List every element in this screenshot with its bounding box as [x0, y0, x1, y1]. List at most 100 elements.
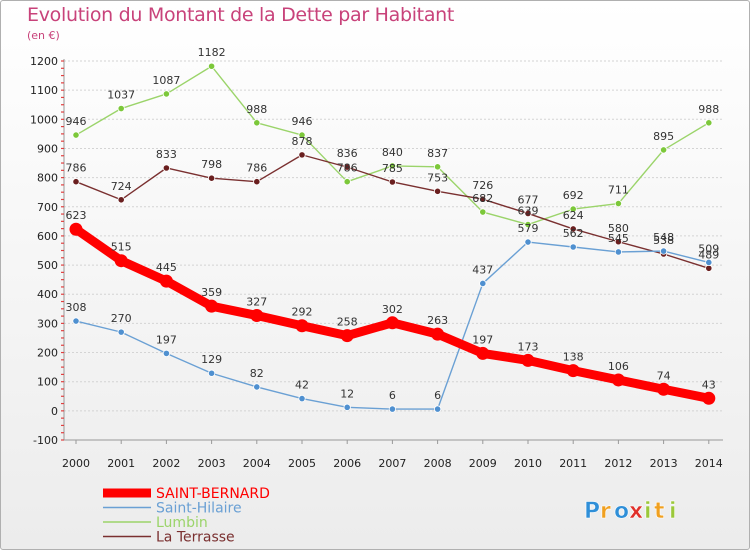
- data-point: [614, 248, 623, 256]
- legend-label: La Terrasse: [156, 530, 235, 546]
- data-point: [476, 346, 490, 360]
- data-point: [340, 329, 354, 343]
- data-point: [433, 163, 442, 171]
- data-label: 74: [657, 369, 671, 382]
- data-point: [253, 119, 261, 127]
- y-tick-label: 700: [37, 201, 58, 214]
- data-label: 359: [201, 286, 222, 299]
- y-tick-label: 300: [37, 317, 58, 330]
- data-point: [208, 62, 216, 70]
- data-label: 173: [518, 340, 539, 353]
- y-tick-label: 1100: [30, 84, 58, 97]
- data-label: 726: [472, 179, 493, 192]
- data-label: 12: [340, 387, 354, 400]
- data-point: [295, 319, 309, 333]
- x-tick-label: 2010: [514, 457, 542, 470]
- data-label: 43: [702, 378, 716, 391]
- data-point: [569, 225, 577, 233]
- logo-letter: i: [669, 499, 677, 524]
- data-point: [253, 383, 261, 391]
- x-tick-label: 2014: [695, 457, 723, 470]
- y-tick-label: 500: [37, 259, 58, 272]
- data-label: 197: [156, 333, 177, 346]
- x-tick-label: 2007: [378, 457, 406, 470]
- data-point: [298, 131, 306, 139]
- data-point: [298, 395, 306, 403]
- data-label: 1087: [152, 74, 180, 87]
- data-point: [388, 405, 396, 413]
- y-tick-label: 100: [37, 376, 58, 389]
- data-label: 833: [156, 148, 177, 161]
- data-label: 509: [698, 242, 719, 255]
- legend-label: Saint-Hilaire: [156, 501, 242, 517]
- x-tick-label: 2005: [288, 457, 316, 470]
- data-label: 445: [156, 261, 177, 274]
- data-label: 489: [698, 248, 719, 261]
- data-label: 538: [653, 234, 674, 247]
- data-point: [250, 309, 264, 323]
- data-label: 836: [337, 147, 358, 160]
- data-label: 724: [111, 180, 132, 193]
- data-point: [69, 222, 83, 236]
- y-tick-label: 400: [37, 288, 58, 301]
- data-label: 639: [518, 205, 539, 218]
- data-point: [524, 238, 532, 246]
- data-label: 837: [427, 147, 448, 160]
- data-point: [431, 327, 445, 341]
- data-point: [659, 247, 668, 255]
- data-label: 786: [337, 162, 358, 175]
- logo-letter: i: [644, 499, 652, 524]
- data-label: 946: [66, 115, 87, 128]
- data-point: [614, 238, 623, 246]
- data-point: [657, 382, 671, 396]
- logo-letter: r: [600, 499, 611, 524]
- unit-label: (en €): [27, 29, 60, 42]
- data-point: [569, 205, 577, 213]
- y-tick-label: 900: [37, 142, 58, 155]
- data-point: [524, 209, 532, 218]
- data-label: 82: [250, 367, 264, 380]
- x-tick-label: 2008: [424, 457, 452, 470]
- data-point: [702, 391, 716, 405]
- y-tick-label: -100: [33, 434, 58, 447]
- data-label: 545: [608, 232, 629, 245]
- data-point: [566, 364, 580, 378]
- data-label: 840: [382, 146, 403, 159]
- data-label: 753: [427, 171, 448, 184]
- data-point: [208, 174, 216, 182]
- data-point: [117, 328, 125, 336]
- x-tick-label: 2009: [469, 457, 497, 470]
- data-point: [705, 119, 713, 127]
- data-point: [343, 178, 351, 186]
- data-point: [114, 254, 128, 268]
- x-tick-label: 2004: [243, 457, 271, 470]
- x-tick-label: 2003: [198, 457, 226, 470]
- data-label: 579: [518, 222, 539, 235]
- data-label: 562: [563, 227, 584, 240]
- data-label: 786: [246, 162, 267, 175]
- x-tick-label: 2002: [152, 457, 180, 470]
- data-point: [524, 220, 532, 229]
- data-point: [159, 274, 173, 288]
- data-label: 988: [246, 103, 267, 116]
- data-point: [479, 279, 487, 288]
- data-label: 682: [472, 192, 493, 205]
- logo-letter: t: [654, 499, 665, 524]
- data-point: [253, 178, 261, 186]
- data-point: [343, 403, 351, 411]
- legend-label: SAINT-BERNARD: [156, 486, 270, 502]
- data-point: [162, 349, 170, 358]
- data-point: [385, 316, 399, 330]
- data-label: 6: [389, 389, 396, 402]
- y-tick-label: 200: [37, 347, 58, 360]
- data-label: 270: [111, 312, 132, 325]
- data-label: 129: [201, 353, 222, 366]
- data-label: 308: [66, 301, 87, 314]
- data-point: [72, 131, 80, 139]
- data-point: [388, 178, 396, 186]
- data-label: 623: [66, 209, 87, 222]
- logo-letter: o: [614, 499, 629, 524]
- y-tick-label: 1000: [30, 113, 58, 126]
- data-point: [117, 104, 125, 113]
